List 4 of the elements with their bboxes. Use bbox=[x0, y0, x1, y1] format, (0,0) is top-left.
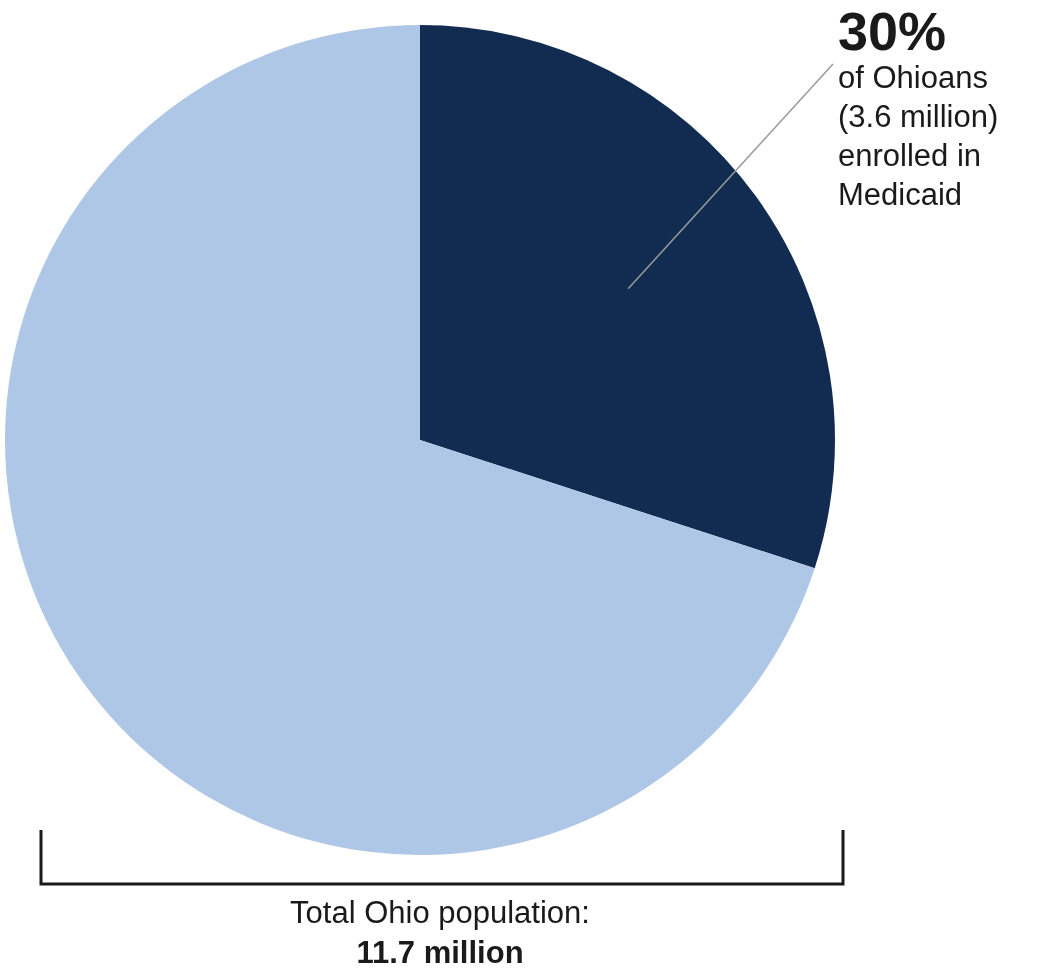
text: Total Ohio population: bbox=[289, 895, 591, 931]
data-label: 30% bbox=[838, 0, 947, 62]
text: 11.7 million bbox=[355, 935, 525, 971]
text: of Ohioans (3.6 million) enrolled in Medicaid bbox=[838, 59, 1000, 214]
